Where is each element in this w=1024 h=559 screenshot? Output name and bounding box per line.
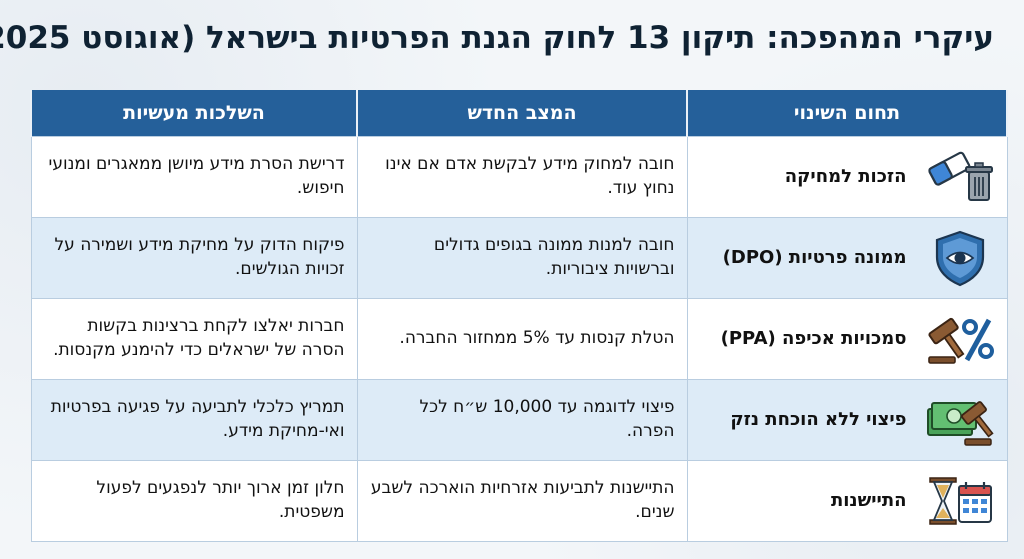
area-cell: התיישנות	[686, 460, 1008, 542]
area-cell: ממונה פרטיות (DPO)	[686, 217, 1008, 299]
page-title: עיקרי המהפכה: תיקון 13 לחוק הגנת הפרטיות…	[0, 20, 994, 56]
header-change-area: תחום השינוי	[686, 90, 1008, 137]
header-new-state: המצב החדש	[356, 90, 688, 137]
implications-cell: חלון זמן ארוך יותר לנפגעים לפעול משפטית.	[30, 460, 358, 542]
new-state-cell: חובה למנות ממונה בגופים גדולים וברשויות …	[356, 217, 688, 299]
table-row: ממונה פרטיות (DPO) חובה למנות ממונה בגופ…	[30, 217, 1008, 299]
shield-eye-icon	[935, 230, 984, 287]
gavel-percent-icon	[927, 317, 994, 364]
table-row: סמכויות אכיפה (PPA) הטלת קנסות עד 5% ממח…	[30, 298, 1008, 380]
amendment-table: תחום השינוי המצב החדש השלכות מעשיות	[30, 90, 1008, 542]
area-cell: סמכויות אכיפה (PPA)	[686, 298, 1008, 380]
area-label: פיצוי ללא הוכחת נזק	[730, 409, 907, 431]
area-cell: הזכות למחיקה	[686, 136, 1008, 218]
table-row: התיישנות התיישנות לתביעות אזרחיות הוארכה…	[30, 460, 1008, 542]
area-label: הזכות למחיקה	[784, 166, 907, 188]
new-state-cell: פיצוי לדוגמה עד 10,000 ש״ח לכל הפרה.	[356, 379, 688, 461]
new-state-cell: חובה למחוק מידע לבקשת אדם אם אינו נחוץ ע…	[356, 136, 688, 218]
eraser-trash-icon	[927, 151, 993, 201]
new-state-cell: התיישנות לתביעות אזרחיות הוארכה לשבע שני…	[356, 460, 688, 542]
money-gavel-icon	[926, 401, 994, 446]
area-label: ממונה פרטיות (DPO)	[722, 247, 907, 269]
implications-cell: חברות יאלצו לקחת ברצינות בקשות הסרה של י…	[30, 298, 358, 380]
new-state-cell: הטלת קנסות עד 5% ממחזור החברה.	[356, 298, 688, 380]
table-header-row: תחום השינוי המצב החדש השלכות מעשיות	[30, 90, 1008, 137]
header-implications: השלכות מעשיות	[30, 90, 358, 137]
implications-cell: דרישת הסרת מידע מיושן ממאגרים ומנועי חיפ…	[30, 136, 358, 218]
area-label: סמכויות אכיפה (PPA)	[720, 328, 907, 350]
table-row: פיצוי ללא הוכחת נזק פיצוי לדוגמה עד 10,0…	[30, 379, 1008, 461]
area-cell: פיצוי ללא הוכחת נזק	[686, 379, 1008, 461]
implications-cell: פיקוח הדוק על מחיקת מידע ושמירה על זכויו…	[30, 217, 358, 299]
implications-cell: תמריץ כלכלי לתביעה על פגיעה בפרטיות ואי-…	[30, 379, 358, 461]
area-label: התיישנות	[830, 490, 907, 512]
table-row: הזכות למחיקה חובה למחוק מידע לבקשת אדם א…	[30, 136, 1008, 218]
hourglass-calendar-icon	[928, 477, 992, 525]
